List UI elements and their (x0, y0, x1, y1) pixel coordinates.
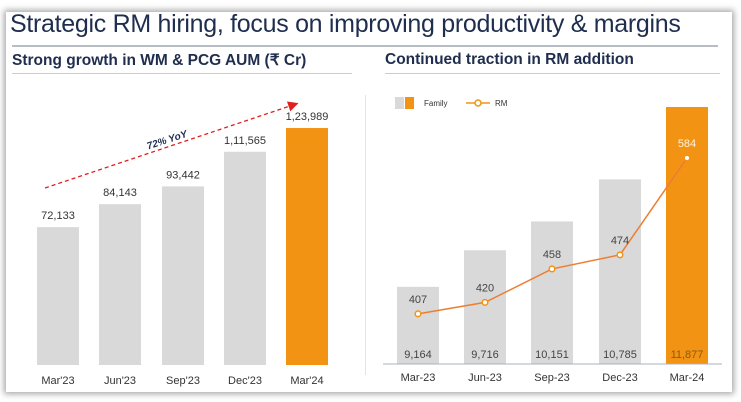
left-title-rule (12, 73, 352, 74)
family-bar-4 (666, 107, 708, 364)
aum-data-label: 84,143 (103, 187, 137, 199)
title-divider (12, 45, 718, 47)
legend-family-label: Family (424, 99, 448, 108)
rm-data-label: 474 (611, 235, 629, 247)
rm-data-label: 407 (409, 294, 427, 306)
legend-family-swatch-gray (395, 97, 404, 109)
aum-bar-3 (224, 151, 266, 365)
rm-data-label: 458 (543, 249, 561, 261)
aum-data-label: 1,11,565 (224, 135, 266, 147)
rm-point-0 (414, 310, 422, 318)
yoy-growth-arrow (44, 101, 299, 189)
family-data-label: 10,151 (535, 349, 569, 361)
rm-x-tick-label: Dec-23 (602, 372, 637, 384)
rm-point-1 (481, 298, 489, 306)
aum-data-label: 93,442 (166, 169, 200, 181)
family-bar-2 (531, 221, 573, 364)
aum-bar-2 (162, 186, 204, 365)
aum-bar-4 (286, 128, 328, 365)
aum-x-tick-label: Mar'23 (41, 375, 74, 387)
aum-bar-0 (37, 227, 79, 365)
family-bar-1 (464, 250, 506, 364)
rm-x-tick-label: Mar-23 (401, 372, 436, 384)
aum-x-tick-label: Mar'24 (290, 375, 323, 387)
rm-x-tick-label: Jun-23 (468, 372, 502, 384)
family-data-label: 9,716 (471, 349, 499, 361)
aum-x-tick-label: Jun'23 (104, 375, 136, 387)
family-data-label: 9,164 (404, 349, 432, 361)
right-chart-title: Continued traction in RM addition (385, 51, 634, 68)
right-title-rule (385, 73, 720, 74)
rm-point-4 (683, 154, 691, 162)
family-data-label: 10,785 (603, 349, 637, 361)
rm-point-2 (548, 265, 556, 273)
left-chart-title: Strong growth in WM & PCG AUM (₹ Cr) (12, 52, 307, 69)
legend-rm-marker-icon (474, 99, 482, 107)
aum-data-label: 72,133 (41, 210, 75, 222)
aum-x-tick-label: Sep'23 (166, 375, 200, 387)
page-title: Strategic RM hiring, focus on improving … (10, 10, 681, 38)
aum-x-tick-label: Dec'23 (228, 375, 262, 387)
rm-x-tick-label: Mar-24 (670, 372, 705, 384)
rm-data-label: 420 (476, 282, 494, 294)
aum-bar-1 (99, 204, 141, 365)
yoy-annotation: 72% YoY (146, 129, 190, 153)
legend-rm-label: RM (495, 99, 508, 108)
rm-data-label: 584 (678, 138, 696, 150)
rm-x-tick-label: Sep-23 (534, 372, 569, 384)
aum-data-label: 1,23,989 (286, 111, 329, 123)
legend-family-swatch-orange (405, 97, 414, 109)
rm-point-3 (616, 251, 624, 259)
family-data-label: 11,877 (671, 349, 704, 361)
family-bar-0 (397, 286, 439, 364)
family-bar-3 (599, 179, 641, 364)
panel-divider (365, 95, 366, 375)
